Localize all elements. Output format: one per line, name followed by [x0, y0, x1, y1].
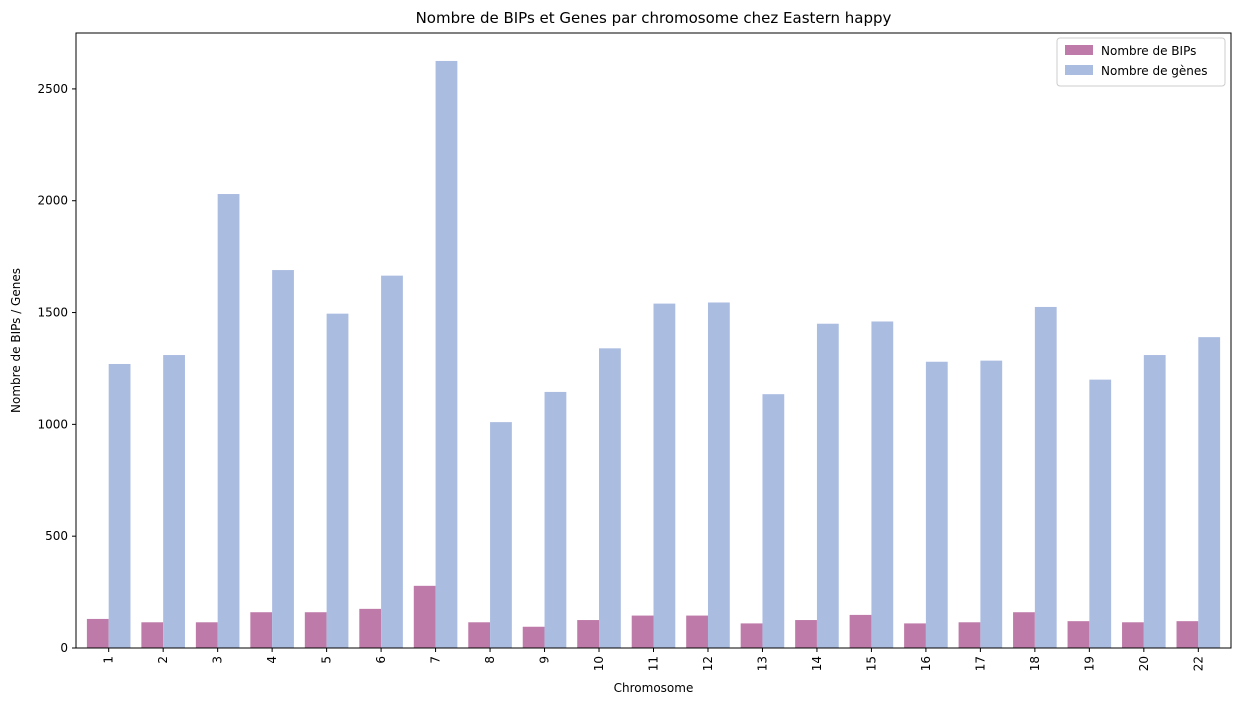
- bar-bips-chr-1: [86, 618, 109, 648]
- legend-swatch: [1065, 45, 1093, 55]
- bar-bips-chr-10: [577, 620, 600, 648]
- bar-genes-chr-22: [1198, 337, 1221, 648]
- bar-bips-chr-3: [195, 622, 218, 648]
- x-tick-label: 2: [156, 656, 170, 664]
- y-tick-label: 2500: [37, 82, 68, 96]
- bar-genes-chr-9: [544, 391, 567, 648]
- x-tick-label: 3: [211, 656, 225, 664]
- bar-genes-chr-16: [925, 361, 948, 648]
- bar-bips-chr-12: [686, 615, 708, 648]
- bar-bips-chr-2: [141, 622, 164, 648]
- x-tick-label: 19: [1082, 656, 1096, 671]
- x-tick-label: 17: [973, 656, 987, 671]
- x-tick-label: 22: [1191, 656, 1205, 671]
- x-tick-label: 1: [102, 656, 116, 664]
- chart-title: Nombre de BIPs et Genes par chromosome c…: [416, 9, 892, 27]
- bar-genes-chr-15: [871, 321, 894, 648]
- x-tick-label: 11: [647, 656, 661, 671]
- bar-genes-chr-6: [381, 275, 403, 648]
- bar-genes-chr-19: [1089, 379, 1112, 648]
- bar-genes-chr-13: [762, 394, 785, 648]
- bar-genes-chr-12: [707, 302, 730, 648]
- x-tick-label: 5: [320, 656, 334, 664]
- bar-bips-chr-14: [795, 620, 817, 648]
- bar-bips-chr-19: [1067, 621, 1090, 648]
- legend-box: [1056, 37, 1226, 87]
- y-tick-label: 1000: [37, 417, 68, 431]
- legend-swatch: [1065, 65, 1093, 75]
- x-tick-label: 15: [864, 656, 878, 671]
- bar-bips-chr-11: [631, 615, 654, 648]
- bar-bips-chr-17: [958, 622, 981, 648]
- x-tick-label: 10: [592, 656, 606, 671]
- x-tick-label: 13: [755, 656, 769, 671]
- x-tick-label: 16: [919, 656, 933, 671]
- bar-genes-chr-7: [435, 60, 458, 649]
- x-tick-label: 7: [429, 656, 443, 664]
- plot-frame: [75, 32, 1232, 649]
- bar-bips-chr-22: [1176, 621, 1199, 648]
- bar-genes-chr-17: [980, 360, 1003, 648]
- bar-bips-chr-9: [522, 626, 545, 648]
- bar-bips-chr-6: [359, 608, 382, 648]
- bar-bips-chr-20: [1122, 622, 1144, 648]
- x-tick-label: 14: [810, 656, 824, 671]
- bars-group: [86, 60, 1221, 649]
- bar-genes-chr-20: [1143, 355, 1166, 648]
- bar-bips-chr-8: [468, 622, 491, 648]
- x-tick-label: 20: [1137, 656, 1151, 671]
- bar-bips-chr-5: [304, 612, 327, 648]
- bar-bips-chr-7: [413, 585, 436, 648]
- x-tick-label: 4: [265, 656, 279, 664]
- bar-bips-chr-15: [849, 614, 872, 648]
- bar-genes-chr-11: [653, 303, 676, 648]
- bar-bips-chr-4: [250, 612, 273, 648]
- bar-bips-chr-13: [740, 623, 763, 648]
- bar-genes-chr-18: [1034, 306, 1057, 648]
- y-axis-title: Nombre de BIPs / Genes: [9, 268, 23, 413]
- bar-genes-chr-5: [326, 313, 349, 648]
- x-tick-label: 8: [483, 656, 497, 664]
- x-tick-label: 12: [701, 656, 715, 671]
- x-tick-label: 9: [538, 656, 552, 664]
- legend: Nombre de BIPs Nombre de gènes: [1056, 37, 1226, 87]
- bar-bips-chr-18: [1013, 612, 1035, 648]
- bar-genes-chr-14: [816, 323, 839, 648]
- y-tick-label: 500: [45, 529, 68, 543]
- bar-genes-chr-4: [272, 270, 294, 648]
- legend-label: Nombre de gènes: [1101, 64, 1208, 78]
- y-tick-label: 1500: [37, 306, 68, 320]
- x-tick-label: 6: [374, 656, 388, 664]
- y-tick-label: 0: [60, 641, 68, 655]
- bar-genes-chr-2: [163, 355, 185, 648]
- bar-genes-chr-1: [108, 363, 131, 648]
- x-tick-label: 18: [1028, 656, 1042, 671]
- x-axis-title: Chromosome: [614, 681, 694, 695]
- bar-genes-chr-3: [217, 194, 240, 648]
- y-axis: 0 500 1000 1500 2000 2500: [37, 82, 76, 655]
- x-axis: 1 2 3 4 5 6 7 8 9 10 11 12 13 14 15 16 17 18 19 20 22: [102, 648, 1205, 671]
- y-tick-label: 2000: [37, 194, 68, 208]
- bar-genes-chr-10: [599, 348, 621, 648]
- bar-bips-chr-16: [904, 623, 926, 648]
- bar-genes-chr-8: [490, 422, 512, 648]
- legend-label: Nombre de BIPs: [1101, 44, 1196, 58]
